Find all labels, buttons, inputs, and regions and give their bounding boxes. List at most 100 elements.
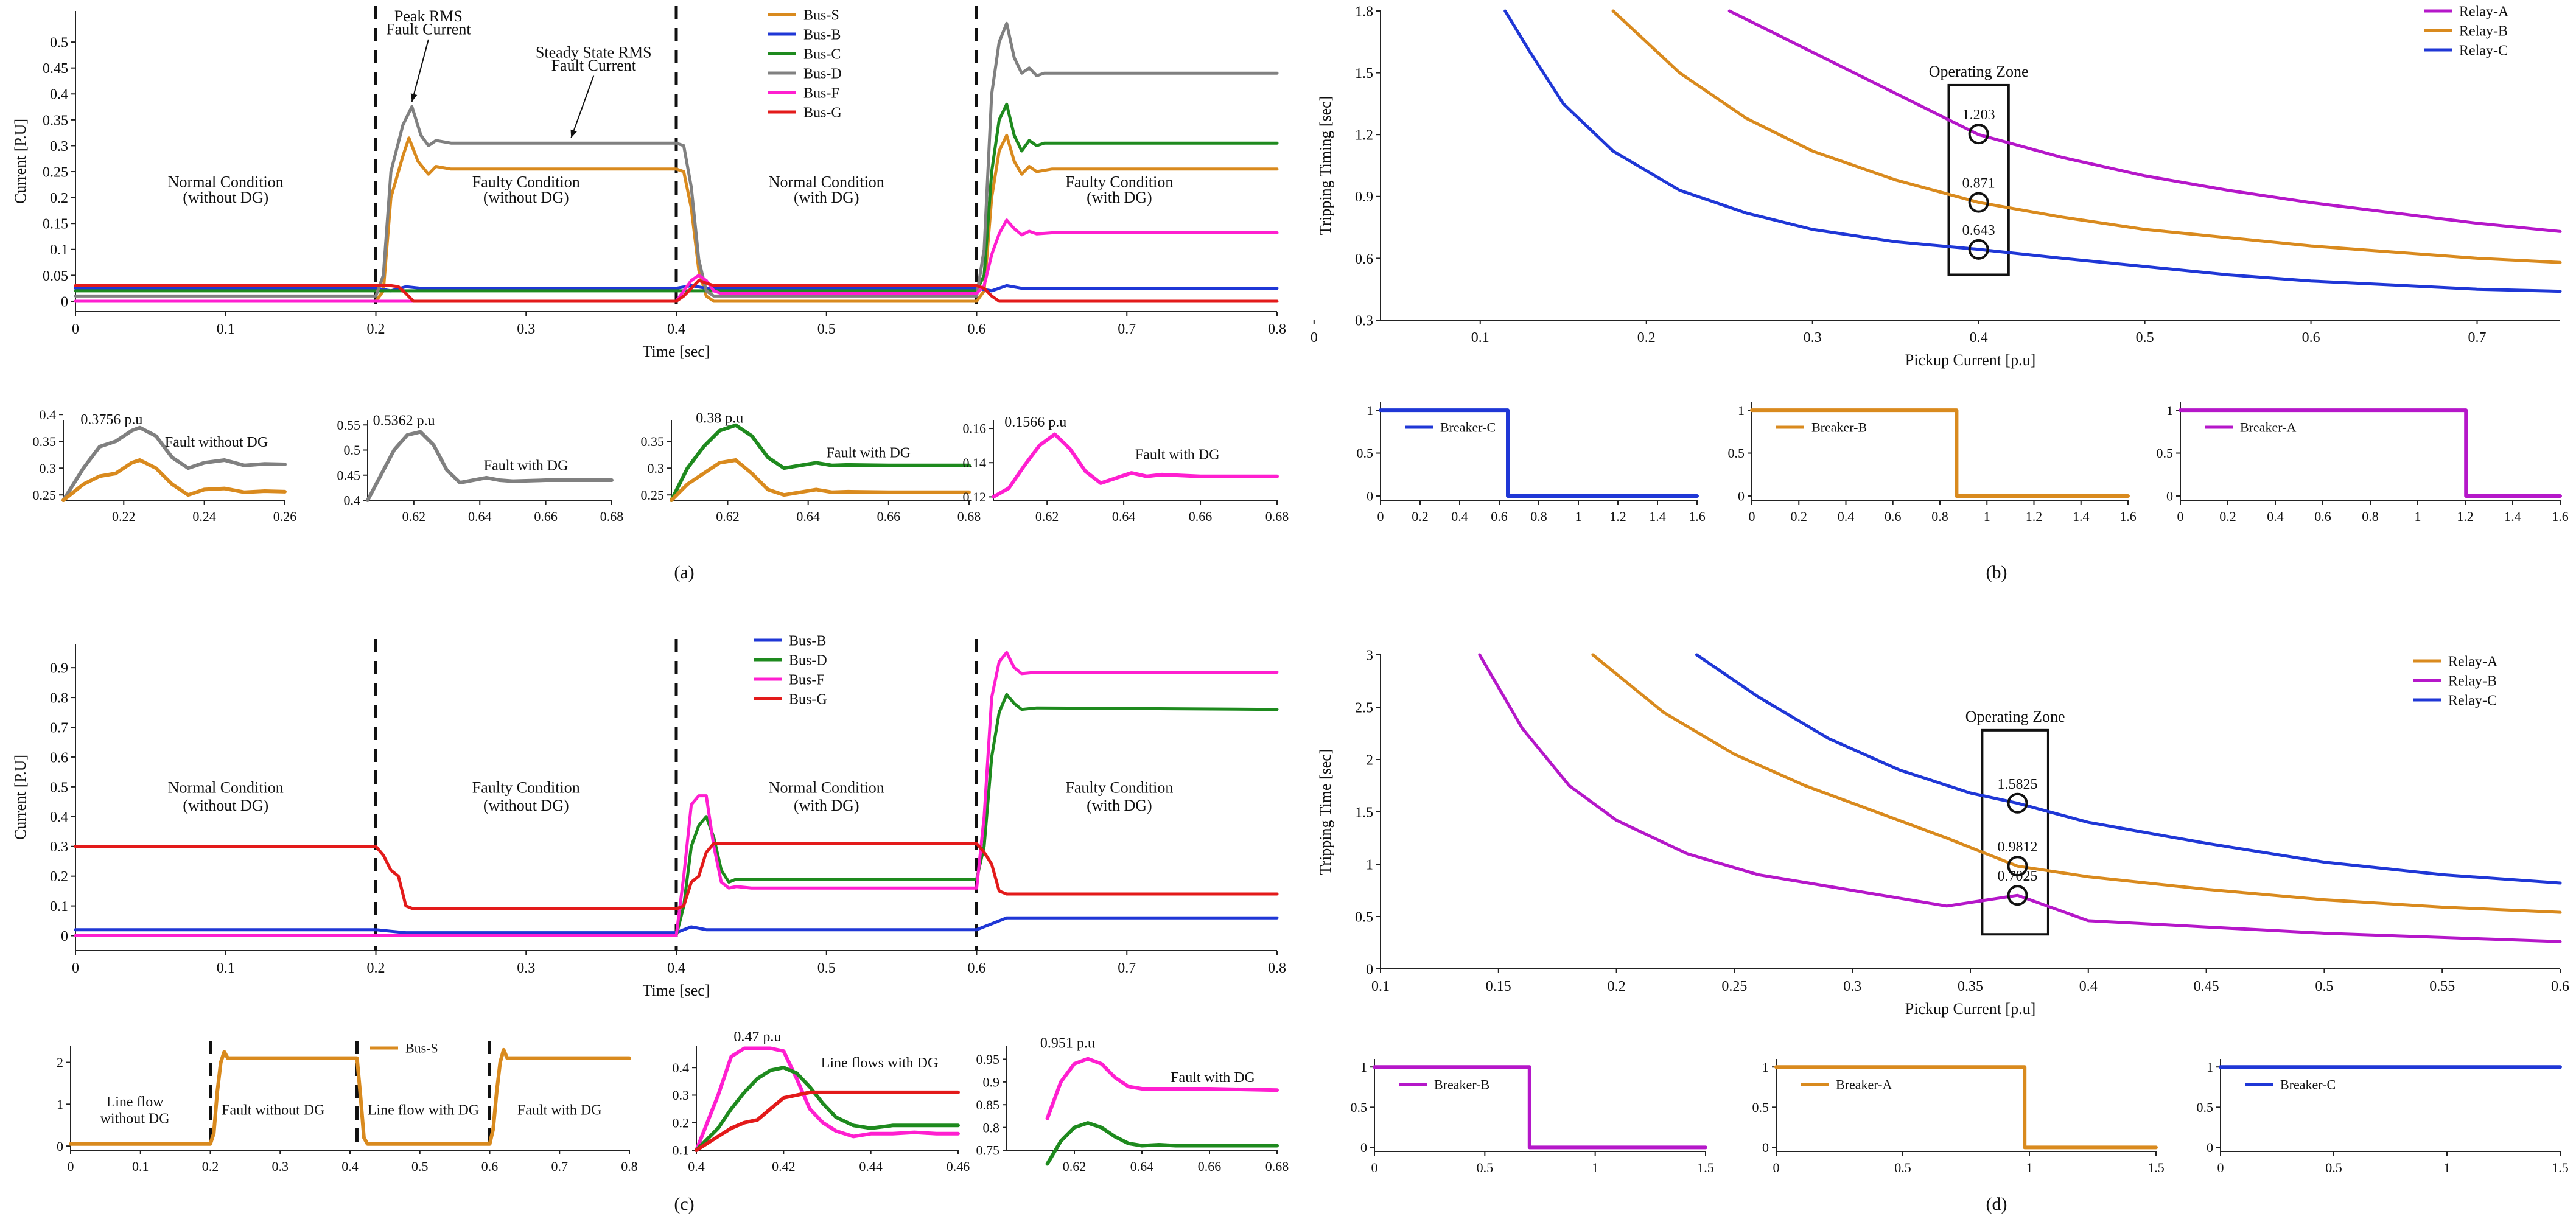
- x-tick-label: 0.6: [1491, 509, 1508, 524]
- series-line-bus-d: [61, 425, 287, 502]
- x-tick-label: 0.4: [1451, 509, 1468, 524]
- annotation-text: 0.38 p.u: [696, 410, 743, 426]
- y-tick-label: 0: [2166, 489, 2173, 504]
- x-tick-label: 1.6: [2552, 509, 2569, 524]
- x-tick-label: 0.8: [1268, 321, 1286, 337]
- x-tick-label: 1.5: [2147, 1160, 2165, 1175]
- x-tick-label: 0.6: [968, 960, 986, 976]
- y-tick-label: 3: [1366, 648, 1373, 663]
- y-tick-label: 0.3: [673, 1088, 690, 1103]
- x-tick-label: 1.4: [1649, 509, 1666, 524]
- x-tick-label: 0.6: [481, 1159, 499, 1174]
- y-tick-label: 0.5: [2197, 1100, 2214, 1115]
- y-tick-label: 0.5: [1752, 1100, 1769, 1115]
- x-tick-label: 0: [68, 1159, 74, 1174]
- y-tick-label: 1: [1366, 857, 1373, 873]
- legend-label: Bus-C: [803, 46, 841, 62]
- annotation-arrow: [570, 75, 595, 139]
- x-tick-label: 0.2: [1637, 330, 1656, 346]
- series-line-bus-s: [61, 458, 287, 502]
- x-tick-label: 1: [2444, 1160, 2451, 1175]
- legend-label: Breaker-A: [2240, 420, 2297, 435]
- x-tick-label: 0: [2177, 509, 2184, 524]
- annotation-text: (with DG): [1087, 797, 1152, 814]
- y-tick-label: 0.1: [50, 242, 68, 258]
- annotation-text: Fault Current: [386, 20, 471, 38]
- series-line-bus-c: [74, 102, 1279, 293]
- x-tick-label: 1.2: [1609, 509, 1626, 524]
- annotation-text: without DG: [100, 1111, 170, 1126]
- operating-point-marker: [1968, 239, 1989, 260]
- y-axis-label: Current [P.U]: [12, 755, 29, 840]
- annotation-text: Fault with DG: [1171, 1070, 1255, 1086]
- x-tick-label: 0.22: [112, 509, 136, 524]
- y-tick-label: 0: [1762, 1140, 1769, 1155]
- annotation-text: Fault Current: [551, 57, 637, 74]
- x-tick-label: 0.68: [1265, 1159, 1289, 1174]
- chart-b_step3: 0 0.2 0.4 0.6 0.8 1 1.2 1.4 1.6 0 0.5 1 Breaker-A: [2157, 402, 2569, 524]
- y-tick-label: 1: [1762, 1060, 1769, 1075]
- x-tick-label: 0.64: [1130, 1159, 1154, 1174]
- y-tick-label: 0.2: [50, 869, 68, 885]
- x-tick-label: 0.64: [1112, 509, 1136, 524]
- annotation-arrowhead: [410, 93, 418, 102]
- x-tick-label: 0.2: [1608, 979, 1626, 994]
- series-line-bus-f: [1045, 1057, 1279, 1120]
- series-line-bus-d: [366, 430, 614, 502]
- x-tick-label: 1.2: [2457, 509, 2474, 524]
- series-line-relay-c: [1695, 653, 2562, 885]
- annotation-text: (without DG): [483, 797, 569, 814]
- y-tick-label: 0.3: [50, 839, 68, 855]
- y-tick-label: 0.45: [337, 467, 361, 483]
- chart-b_main: 0 0.1 0.2 0.3 0.4 0.5 0.6 0.7 0.3 0.6 0.9 1.2 1.5 1.8…: [1311, 4, 2562, 369]
- x-tick-label: 0.6: [2314, 509, 2331, 524]
- y-tick-label: 0.3: [1355, 313, 1373, 329]
- y-tick-label: 0.4: [673, 1060, 690, 1075]
- operating-point-marker: [2007, 885, 2028, 906]
- series-line-bus-f: [992, 432, 1279, 499]
- annotation-text: Faulty Condition: [472, 173, 580, 191]
- annotation-text: (without DG): [183, 189, 268, 206]
- x-tick-label: 0.42: [772, 1159, 796, 1174]
- x-tick-label: 0.3: [517, 960, 535, 976]
- chart-a_zoom1: 0.22 0.24 0.26 0.25 0.3 0.35 0.4 0.3756 p.u Faul…: [33, 407, 297, 524]
- series-line-bus-d: [74, 21, 1279, 298]
- x-tick-label: 0.1: [217, 960, 235, 976]
- y-tick-label: 0.75: [976, 1143, 1000, 1158]
- x-tick-label: 0.2: [367, 960, 385, 976]
- annotation-text: Steady State RMS: [536, 44, 652, 61]
- panel-label: (c): [674, 1194, 694, 1214]
- annotation-text: Fault without DG: [165, 435, 268, 450]
- operating-point-label: 1.203: [1962, 107, 1995, 123]
- y-tick-label: 2: [57, 1055, 63, 1070]
- operating-point-marker: [2007, 856, 2028, 877]
- x-tick-label: 0.68: [957, 509, 981, 524]
- x-tick-label: 0.1: [132, 1159, 149, 1174]
- series-line-bus-c: [670, 423, 971, 502]
- y-tick-label: 0.35: [43, 113, 68, 128]
- series-line-relay-c: [1503, 9, 2562, 293]
- y-tick-label: 0: [1738, 489, 1745, 504]
- x-tick-label: 0.6: [968, 321, 986, 337]
- legend-label: Breaker-B: [1434, 1077, 1489, 1092]
- panel-label: (d): [1986, 1194, 2007, 1214]
- x-tick-label: 1.6: [1689, 509, 1706, 524]
- y-tick-label: 0.2: [673, 1115, 690, 1130]
- y-tick-label: 0.5: [1355, 909, 1373, 925]
- x-tick-label: 0.4: [667, 321, 685, 337]
- x-tick-label: 0.5: [2136, 330, 2154, 346]
- x-tick-label: 0: [72, 321, 79, 337]
- panel-label: (b): [1986, 562, 2007, 582]
- legend-label: Bus-F: [789, 672, 825, 688]
- x-tick-label: 0: [1773, 1160, 1780, 1175]
- annotation-text: Faulty Condition: [1065, 779, 1173, 797]
- x-tick-label: 0.5: [2315, 979, 2333, 994]
- series-line-breaker-a: [1774, 1065, 2158, 1150]
- x-tick-label: 0.7: [551, 1159, 569, 1174]
- x-tick-label: 0.66: [877, 509, 901, 524]
- x-tick-label: 1.5: [2552, 1160, 2569, 1175]
- annotation-text: 0.951 p.u: [1040, 1036, 1095, 1052]
- y-tick-label: 0.16: [963, 421, 987, 436]
- chart-a_zoom2: 0.62 0.64 0.66 0.68 0.4 0.45 0.5 0.55 0.5362 p.u…: [337, 413, 624, 524]
- y-tick-label: 1: [1360, 1060, 1367, 1075]
